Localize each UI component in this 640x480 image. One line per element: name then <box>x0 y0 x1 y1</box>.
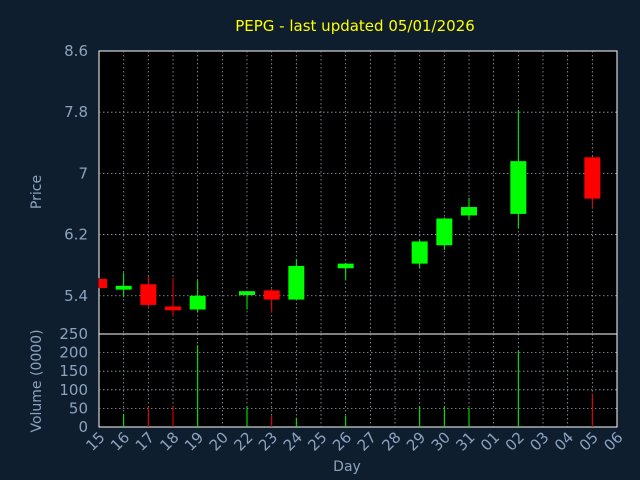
candle-body <box>165 306 181 311</box>
price-axis-label: Price <box>29 175 45 209</box>
candle-body <box>337 263 354 269</box>
volume-tick-label: 150 <box>59 362 88 380</box>
volume-plot-area <box>98 333 618 428</box>
candle-body <box>263 290 280 300</box>
price-tick-label: 7 <box>78 164 88 182</box>
price-tick-label: 8.6 <box>64 42 88 60</box>
candle-body <box>411 241 428 264</box>
volume-tick-label: 250 <box>59 325 88 343</box>
candle-body <box>436 218 453 246</box>
candle-body <box>189 295 206 310</box>
candle-body <box>140 284 157 305</box>
volume-tick-label: 100 <box>59 381 88 399</box>
candle-body <box>115 285 132 290</box>
price-tick-label: 6.2 <box>64 226 88 244</box>
price-plot-area <box>98 50 618 335</box>
candle-body <box>510 161 527 214</box>
volume-tick-label: 50 <box>69 399 88 417</box>
price-tick-label: 7.8 <box>64 103 88 121</box>
candle-body <box>99 278 107 289</box>
volume-layer <box>123 345 593 427</box>
candle-body <box>461 207 477 216</box>
candle-body <box>239 291 255 295</box>
candle-body <box>288 265 305 300</box>
volume-tick-label: 0 <box>78 418 88 436</box>
price-tick-label: 5.4 <box>64 287 88 305</box>
volume-axis-label: Volume (0000) <box>29 329 45 432</box>
candles-layer <box>98 109 601 317</box>
volume-tick-label: 200 <box>59 344 88 362</box>
x-axis-label: Day <box>333 459 361 475</box>
chart-title: PEPG - last updated 05/01/2026 <box>235 17 475 35</box>
candle-body <box>584 157 601 199</box>
